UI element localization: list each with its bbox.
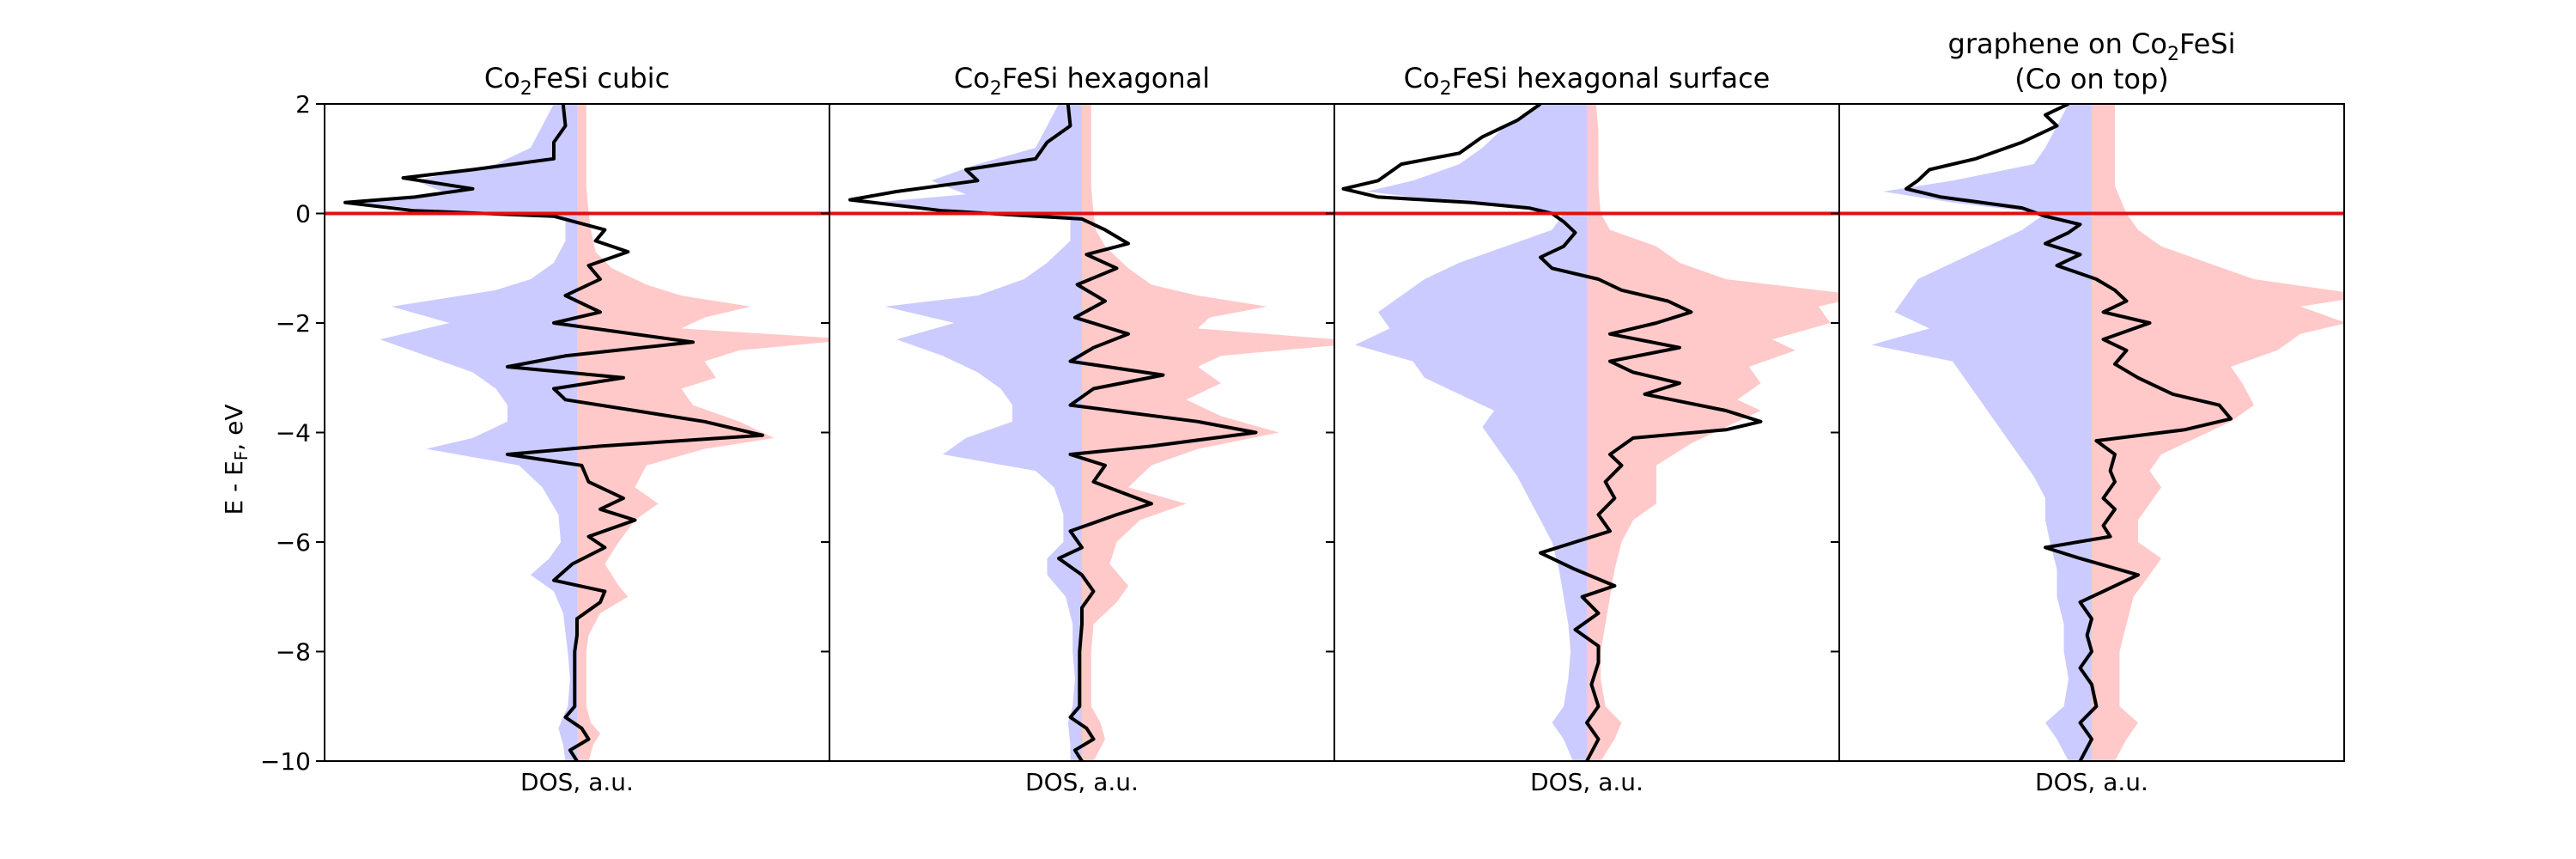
- y-tick-label: −4: [276, 419, 311, 448]
- plot-area: [829, 104, 1334, 761]
- total-dos-line: [1905, 104, 2233, 761]
- spin-up-area: [577, 104, 829, 761]
- dos-panel-4: DOS, a.u. graphene on Co2FeSi(Co on top): [1831, 27, 2345, 796]
- x-axis-label: DOS, a.u.: [1025, 768, 1139, 796]
- x-axis-label: DOS, a.u.: [2035, 768, 2148, 796]
- dos-panel-3: DOS, a.u. Co2FeSi hexagonal surface: [1326, 62, 1840, 796]
- spin-down-area: [1871, 104, 2092, 761]
- spin-down-area: [356, 104, 577, 761]
- panel-title-line2: (Co on top): [2014, 63, 2169, 95]
- panel-title: Co2FeSi hexagonal surface: [1404, 62, 1771, 100]
- y-tick-label: −2: [276, 309, 311, 338]
- y-axis-label: E - EF, eV: [220, 405, 252, 515]
- spin-down-area: [1355, 104, 1587, 761]
- total-dos-line: [1341, 104, 1763, 761]
- plot-area: [1839, 104, 2344, 761]
- panel-title: Co2FeSi hexagonal: [954, 62, 1210, 100]
- y-tick-label: 2: [295, 90, 311, 119]
- spin-up-area: [2092, 104, 2344, 761]
- spin-down-area: [873, 104, 1082, 761]
- y-tick-label: −10: [260, 747, 311, 776]
- plot-area: [325, 104, 829, 761]
- panels: 2 0 −2 −4 −6 −8 −10 DOS, a.u. Co2FeSi cubic DOS, …: [260, 27, 2345, 796]
- y-tick-label: −8: [276, 638, 311, 667]
- panel-title: graphene on Co2FeSi: [1948, 27, 2236, 65]
- total-dos-line: [343, 104, 764, 761]
- dos-panel-1: 2 0 −2 −4 −6 −8 −10 DOS, a.u. Co2FeSi cubic: [260, 62, 830, 796]
- panel-title: Co2FeSi cubic: [484, 62, 670, 100]
- x-axis-label: DOS, a.u.: [520, 768, 634, 796]
- y-tick-label: −6: [276, 528, 311, 557]
- spin-up-area: [1082, 104, 1334, 761]
- plot-area: [1334, 104, 1839, 761]
- y-tick-label: 0: [295, 200, 311, 228]
- x-axis-label: DOS, a.u.: [1530, 768, 1643, 796]
- total-dos-line: [848, 104, 1258, 761]
